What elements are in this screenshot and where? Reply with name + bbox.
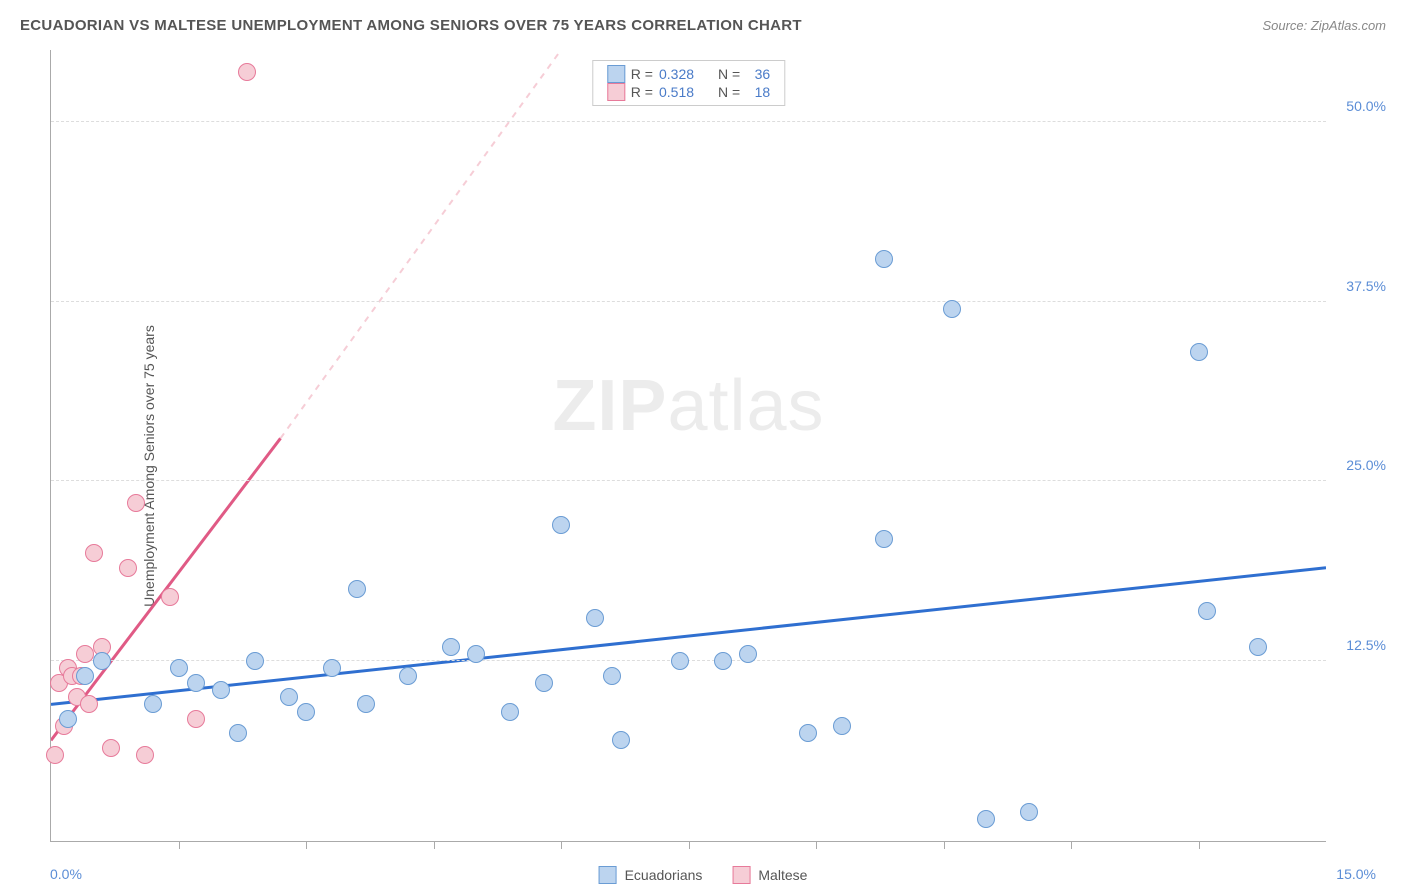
x-tick bbox=[689, 841, 690, 849]
ecuadorians-point bbox=[1198, 602, 1216, 620]
ecuadorians-point bbox=[875, 530, 893, 548]
x-tick bbox=[434, 841, 435, 849]
maltese-point bbox=[76, 645, 94, 663]
trend-lines bbox=[51, 50, 1326, 841]
ecuadorians-point bbox=[1190, 343, 1208, 361]
ecuadorians-point bbox=[229, 724, 247, 742]
ecuadorians-point bbox=[875, 250, 893, 268]
r-value: 0.328 bbox=[659, 66, 694, 82]
legend-item: Ecuadorians bbox=[599, 866, 703, 884]
ecuadorians-point bbox=[187, 674, 205, 692]
ecuadorians-point bbox=[501, 703, 519, 721]
stats-legend-row: R = 0.518 N = 18 bbox=[607, 83, 770, 101]
x-tick bbox=[561, 841, 562, 849]
n-value: 18 bbox=[746, 84, 770, 100]
ecuadorians-point bbox=[348, 580, 366, 598]
y-tick-label: 25.0% bbox=[1346, 457, 1386, 473]
x-tick bbox=[1071, 841, 1072, 849]
ecuadorians-point bbox=[977, 810, 995, 828]
x-tick bbox=[1199, 841, 1200, 849]
ecuadorians-point bbox=[586, 609, 604, 627]
ecuadorians-point bbox=[357, 695, 375, 713]
chart-area: Unemployment Among Seniors over 75 years… bbox=[0, 40, 1406, 892]
legend-swatch bbox=[732, 866, 750, 884]
watermark: ZIPatlas bbox=[552, 365, 824, 447]
legend-item: Maltese bbox=[732, 866, 807, 884]
r-value: 0.518 bbox=[659, 84, 694, 100]
ecuadorians-point bbox=[612, 731, 630, 749]
ecuadorians-point bbox=[246, 652, 264, 670]
ecuadorians-point bbox=[144, 695, 162, 713]
ecuadorians-point bbox=[1020, 803, 1038, 821]
r-label: R = bbox=[631, 84, 653, 100]
maltese-point bbox=[127, 494, 145, 512]
y-tick-label: 37.5% bbox=[1346, 278, 1386, 294]
legend-swatch bbox=[599, 866, 617, 884]
legend-label: Ecuadorians bbox=[625, 867, 703, 883]
ecuadorians-point bbox=[212, 681, 230, 699]
maltese-point bbox=[85, 544, 103, 562]
maltese-point bbox=[238, 63, 256, 81]
stats-legend-row: R = 0.328 N = 36 bbox=[607, 65, 770, 83]
maltese-point bbox=[80, 695, 98, 713]
stats-legend: R = 0.328 N = 36 R = 0.518 N = 18 bbox=[592, 60, 785, 106]
x-tick bbox=[944, 841, 945, 849]
gridline bbox=[51, 301, 1326, 302]
r-label: R = bbox=[631, 66, 653, 82]
maltese-point bbox=[136, 746, 154, 764]
ecuadorians-point bbox=[943, 300, 961, 318]
x-tick bbox=[816, 841, 817, 849]
gridline bbox=[51, 121, 1326, 122]
x-tick bbox=[306, 841, 307, 849]
ecuadorians-point bbox=[1249, 638, 1267, 656]
x-axis-max-label: 15.0% bbox=[1336, 866, 1376, 882]
legend-swatch bbox=[607, 65, 625, 83]
ecuadorians-point bbox=[603, 667, 621, 685]
legend-label: Maltese bbox=[758, 867, 807, 883]
series-legend: Ecuadorians Maltese bbox=[599, 866, 808, 884]
ecuadorians-point bbox=[833, 717, 851, 735]
n-label: N = bbox=[718, 84, 740, 100]
plot-region: ZIPatlas R =0.328N =36R =0.518N =18 12.5… bbox=[50, 50, 1326, 842]
legend-swatch bbox=[607, 83, 625, 101]
ecuadorians-point bbox=[714, 652, 732, 670]
ecuadorians-point bbox=[442, 638, 460, 656]
ecuadorians-point bbox=[59, 710, 77, 728]
y-tick-label: 12.5% bbox=[1346, 637, 1386, 653]
ecuadorians-point bbox=[671, 652, 689, 670]
n-label: N = bbox=[718, 66, 740, 82]
maltese-point bbox=[46, 746, 64, 764]
x-axis-min-label: 0.0% bbox=[50, 866, 82, 882]
ecuadorians-point bbox=[323, 659, 341, 677]
n-value: 36 bbox=[746, 66, 770, 82]
ecuadorians-point bbox=[280, 688, 298, 706]
ecuadorians-point bbox=[467, 645, 485, 663]
ecuadorians-point bbox=[399, 667, 417, 685]
maltese-point bbox=[161, 588, 179, 606]
ecuadorians-point bbox=[93, 652, 111, 670]
maltese-point bbox=[102, 739, 120, 757]
ecuadorians-point bbox=[535, 674, 553, 692]
ecuadorians-point bbox=[799, 724, 817, 742]
ecuadorians-point bbox=[170, 659, 188, 677]
ecuadorians-point bbox=[552, 516, 570, 534]
x-tick bbox=[179, 841, 180, 849]
chart-title: ECUADORIAN VS MALTESE UNEMPLOYMENT AMONG… bbox=[20, 17, 802, 34]
ecuadorians-point bbox=[739, 645, 757, 663]
maltese-point bbox=[119, 559, 137, 577]
header: ECUADORIAN VS MALTESE UNEMPLOYMENT AMONG… bbox=[0, 0, 1406, 40]
gridline bbox=[51, 480, 1326, 481]
y-tick-label: 50.0% bbox=[1346, 98, 1386, 114]
ecuadorians-point bbox=[297, 703, 315, 721]
maltese-point bbox=[187, 710, 205, 728]
source-label: Source: ZipAtlas.com bbox=[1262, 18, 1386, 33]
ecuadorians-point bbox=[76, 667, 94, 685]
